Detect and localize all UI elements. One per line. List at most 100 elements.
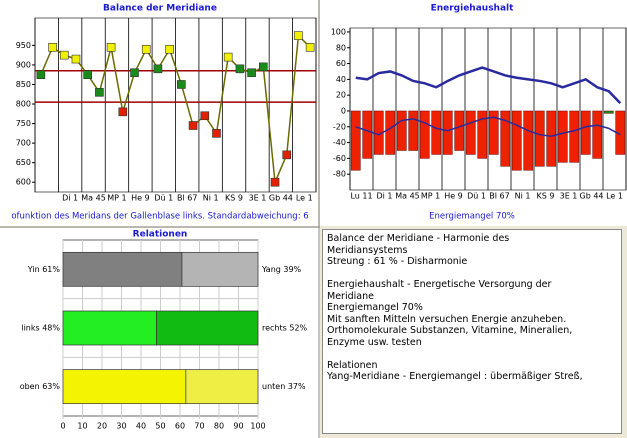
data-point	[177, 80, 186, 89]
data-line	[355, 116, 621, 138]
data-point	[48, 43, 57, 52]
x-tick-label: 20	[97, 422, 107, 431]
text-line: Meridiane	[327, 290, 374, 302]
value-label: oben 63%	[20, 382, 61, 391]
y-tick-label: 650	[16, 158, 31, 167]
x-tick-label: MP 1	[107, 194, 126, 203]
text-line: Relationen	[327, 359, 378, 371]
data-point	[83, 70, 92, 79]
x-tick-label: 100	[250, 422, 265, 431]
y-tick-label: -60	[333, 154, 346, 163]
bar	[362, 110, 373, 159]
text-line: Mit sanften Mitteln versuchen Energie an…	[327, 313, 567, 325]
data-point	[305, 43, 315, 52]
x-tick-label: Gb 44	[269, 194, 293, 203]
x-tick-label: Ma 45	[81, 194, 106, 203]
data-point	[259, 62, 268, 72]
value-label: Yin 61%	[27, 265, 61, 274]
x-tick-label: Dü 1	[467, 192, 486, 201]
bar	[396, 110, 407, 151]
bar-segment	[185, 369, 259, 405]
data-point	[95, 87, 104, 97]
x-tick-label: Le 1	[296, 194, 313, 203]
x-tick-label: He 9	[444, 192, 463, 201]
bar	[500, 110, 511, 167]
bar	[580, 110, 591, 155]
bar	[419, 110, 430, 159]
x-tick-label: 40	[136, 422, 146, 431]
data-point	[294, 31, 303, 40]
y-tick-label: -80	[333, 170, 346, 179]
chart-title: Energiehaushalt	[431, 4, 515, 14]
data-point	[212, 129, 221, 138]
bar-segment	[62, 310, 157, 346]
data-point	[270, 177, 280, 187]
text-line: Energiemangel 70%	[327, 302, 423, 313]
bar	[350, 110, 361, 171]
x-tick-label: Bl 67	[177, 194, 197, 203]
bar	[557, 110, 568, 163]
y-tick-label: 700	[16, 139, 31, 148]
bar	[569, 110, 580, 163]
text-line: Enzyme usw. testen	[327, 336, 422, 348]
bar	[465, 110, 476, 155]
x-tick-label: KS 9	[537, 192, 555, 201]
bar	[477, 110, 488, 159]
bar	[488, 110, 499, 155]
x-tick-label: Dü 1	[154, 194, 173, 203]
x-tick-label: Lu 11	[350, 192, 372, 201]
value-label: Yang 39%	[261, 265, 302, 274]
text-line: Energiehaushalt - Energetische Versorgun…	[327, 279, 552, 290]
y-tick-label: 850	[16, 80, 31, 89]
data-point	[282, 150, 292, 160]
y-tick-label: 0	[341, 106, 346, 115]
bar	[442, 110, 453, 155]
x-tick-label: Gb 44	[580, 192, 604, 201]
data-line	[355, 66, 622, 104]
bar	[431, 110, 442, 155]
y-tick-label: 60	[336, 59, 346, 68]
x-tick-label: 70	[194, 422, 204, 431]
data-point	[71, 54, 81, 64]
bar	[592, 110, 603, 159]
x-tick-label: He 9	[131, 194, 150, 203]
chart-title: Relationen	[133, 230, 188, 240]
y-tick-label: 800	[16, 100, 31, 109]
bar	[454, 110, 465, 151]
value-label: links 48%	[21, 324, 60, 333]
data-point	[130, 68, 139, 78]
y-tick-label: 20	[336, 91, 346, 100]
data-point	[118, 107, 128, 117]
bar	[603, 110, 614, 114]
text-line: Orthomolekurale Substanzen, Vitamine, Mi…	[327, 325, 573, 336]
text-line: Meridiansystems	[327, 244, 408, 256]
y-tick-label: 80	[336, 43, 346, 52]
x-tick-label: 3E 1	[249, 194, 267, 203]
y-tick-label: 600	[16, 178, 31, 187]
bar	[511, 110, 522, 171]
value-label: rechts 52%	[262, 324, 308, 333]
text-panel: Balance der Meridiane - Harmonie des Meri…	[322, 229, 622, 434]
x-tick-label: Di 1	[376, 192, 392, 201]
x-tick-label: 60	[175, 422, 185, 431]
value-label: unten 37%	[262, 382, 306, 391]
data-point	[59, 50, 69, 60]
bar	[385, 110, 396, 155]
x-tick-label: Ma 45	[395, 192, 420, 201]
x-tick-label: 30	[116, 422, 126, 431]
y-tick-label: 100	[331, 27, 346, 36]
text-line: Yang-Meridiane - Energiemangel : übermäß…	[327, 371, 583, 382]
x-tick-label: Ni 1	[515, 192, 531, 201]
bar-segment	[156, 310, 259, 346]
data-point	[106, 43, 116, 52]
bar-segment	[62, 251, 183, 287]
data-point	[165, 44, 174, 54]
x-tick-label: KS 9	[225, 194, 243, 203]
x-tick-label: 10	[77, 422, 87, 431]
bar	[408, 110, 419, 151]
data-point	[200, 111, 210, 121]
data-point	[223, 52, 233, 62]
paragraph: Balance der Meridiane - Harmonie des Meri…	[327, 233, 621, 268]
y-tick-label: 950	[16, 41, 31, 50]
